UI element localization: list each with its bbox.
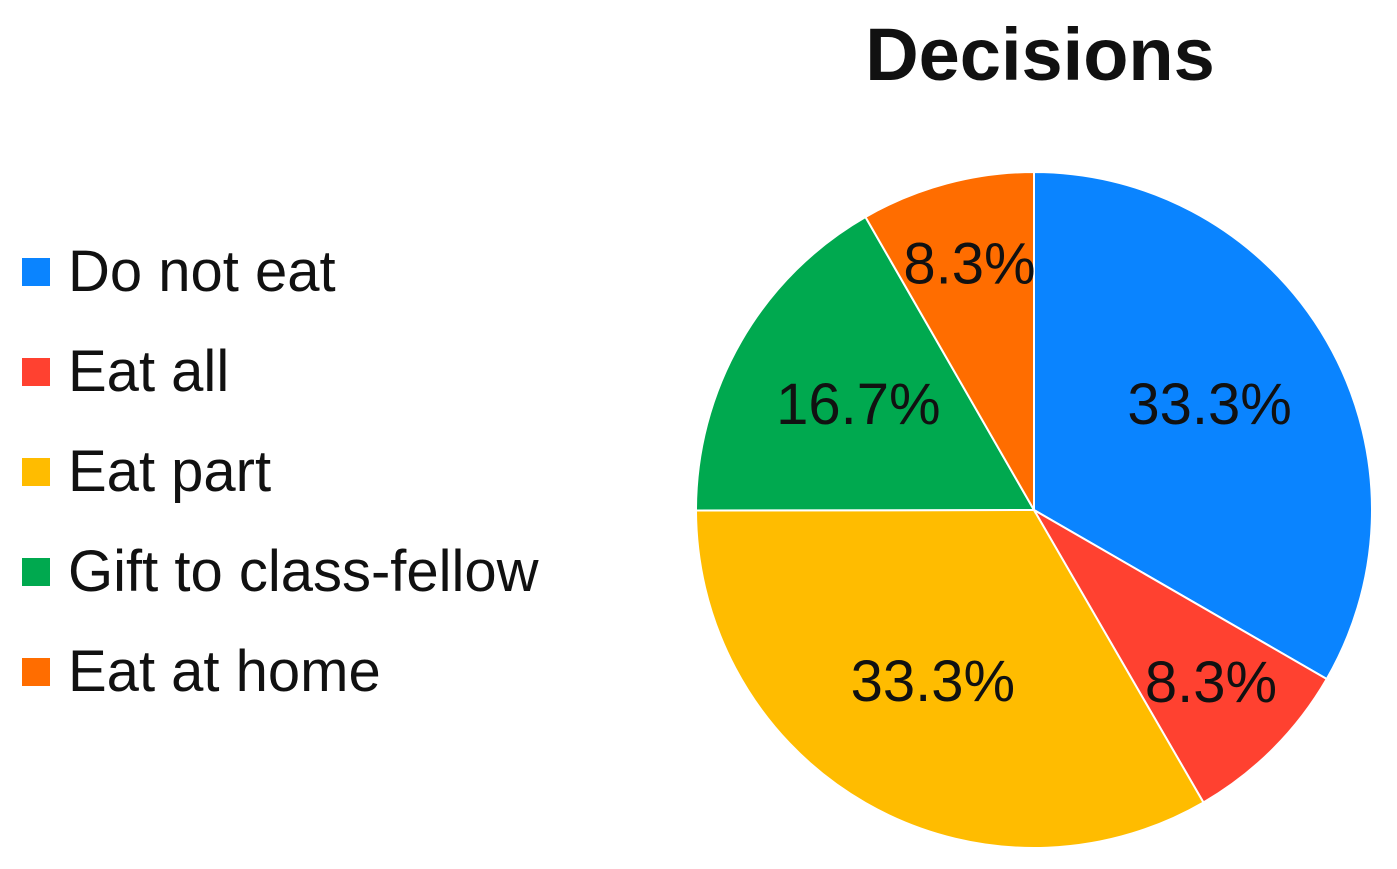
legend-item-gift-to-class-fellow[interactable]: Gift to class-fellow bbox=[22, 522, 539, 622]
legend-swatch bbox=[22, 358, 50, 386]
legend-label: Gift to class-fellow bbox=[68, 539, 539, 604]
legend-swatch bbox=[22, 658, 50, 686]
legend: Do not eat Eat all Eat part Gift to clas… bbox=[22, 222, 539, 722]
legend-item-eat-all[interactable]: Eat all bbox=[22, 322, 539, 422]
slice-label-eat-all: 8.3% bbox=[1145, 650, 1277, 715]
slice-label-gift-to-class-fellow: 16.7% bbox=[776, 372, 940, 437]
legend-label: Eat at home bbox=[68, 639, 381, 704]
legend-item-do-not-eat[interactable]: Do not eat bbox=[22, 222, 539, 322]
legend-label: Eat all bbox=[68, 339, 230, 404]
slice-label-eat-at-home: 8.3% bbox=[903, 232, 1035, 297]
legend-item-eat-part[interactable]: Eat part bbox=[22, 422, 539, 522]
chart-title: Decisions bbox=[865, 13, 1215, 96]
pie-slice-eat-all[interactable] bbox=[1031, 507, 1329, 804]
pie-slice-eat-part[interactable] bbox=[694, 508, 1205, 849]
pie-slice-do-not-eat[interactable] bbox=[1033, 170, 1373, 681]
pie-slice-eat-at-home[interactable] bbox=[864, 170, 1035, 514]
legend-label: Do not eat bbox=[68, 239, 336, 304]
legend-swatch bbox=[22, 558, 50, 586]
legend-label: Eat part bbox=[68, 439, 272, 504]
slice-label-do-not-eat: 33.3% bbox=[1127, 372, 1291, 437]
pie-slice-gift-to-class-fellow[interactable] bbox=[694, 215, 1036, 512]
legend-swatch bbox=[22, 258, 50, 286]
legend-item-eat-at-home[interactable]: Eat at home bbox=[22, 622, 539, 722]
legend-swatch bbox=[22, 458, 50, 486]
slice-label-eat-part: 33.3% bbox=[851, 649, 1015, 714]
